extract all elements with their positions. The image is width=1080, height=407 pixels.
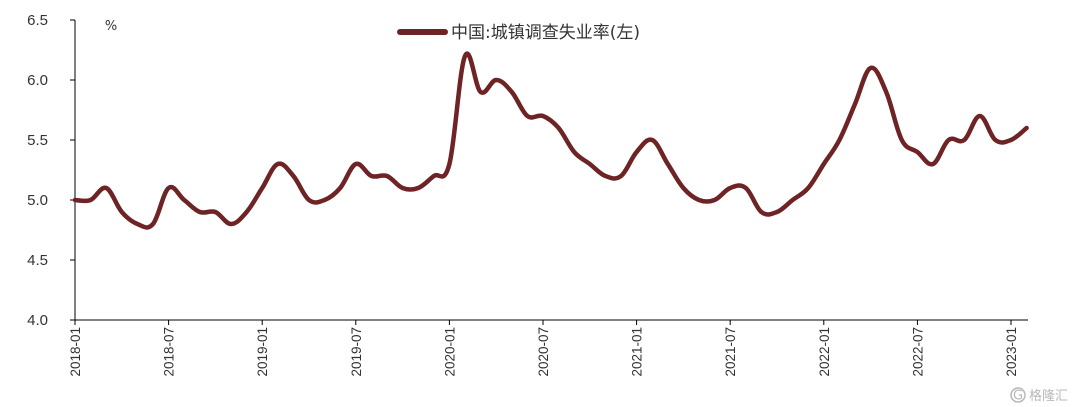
x-tick-label: 2021-01 — [630, 327, 645, 377]
x-tick-label: 2019-01 — [255, 327, 270, 377]
watermark-logo-icon — [1010, 387, 1026, 403]
x-tick-label: 2022-01 — [817, 327, 832, 377]
x-tick-label: 2019-07 — [349, 327, 364, 377]
legend: 中国:城镇调查失业率(左) — [397, 23, 640, 43]
y-tick-label: 5.0 — [27, 192, 48, 209]
y-tick-label: 6.5 — [27, 12, 48, 29]
watermark-text: 格隆汇 — [1029, 388, 1068, 404]
y-tick-label: 6.0 — [27, 72, 48, 89]
series-line — [72, 51, 1029, 230]
series-layer — [72, 51, 1029, 230]
x-tick-label: 2018-07 — [162, 327, 177, 377]
x-tick-label: 2023-01 — [1004, 327, 1019, 377]
x-axis: 2018-01 2018-07 2019-01 2019-07 2020-01 2020-… — [68, 319, 1028, 377]
x-tick-label: 2018-01 — [68, 327, 83, 377]
y-unit-label: % — [105, 19, 117, 34]
legend-label: 中国:城镇调查失业率(左) — [451, 23, 640, 43]
y-tick-label: 4.0 — [27, 312, 48, 329]
x-tick-label: 2020-01 — [442, 327, 457, 377]
watermark: G 格隆汇 — [1010, 387, 1068, 404]
watermark-logo-letter: G — [1013, 389, 1023, 404]
y-axis: 4.0 4.5 5.0 5.5 6.0 6.5 — [27, 12, 76, 329]
x-tick-label: 2020-07 — [536, 327, 551, 377]
x-tick-label: 2021-07 — [723, 327, 738, 377]
y-tick-label: 5.5 — [27, 132, 48, 149]
y-tick-label: 4.5 — [27, 252, 48, 269]
x-tick-label: 2022-07 — [910, 327, 925, 377]
